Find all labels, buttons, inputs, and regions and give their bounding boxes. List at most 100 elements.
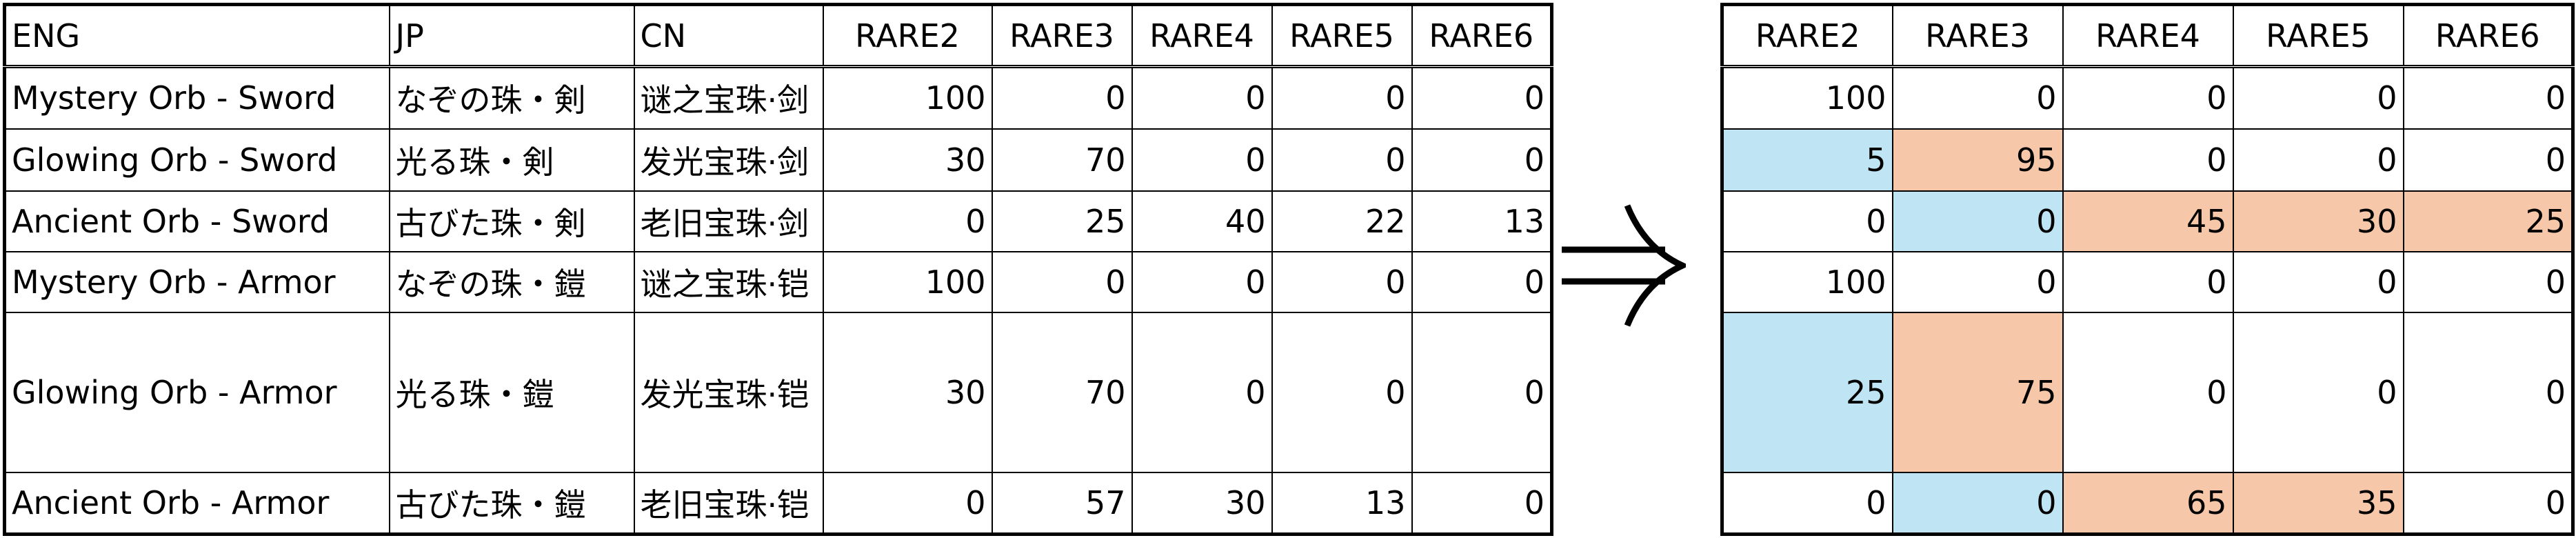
cell: 70 — [991, 311, 1133, 473]
cell: 0 — [1411, 66, 1553, 130]
result-table: RARE2 RARE3 RARE4 RARE5 RARE6 100 0 0 0 0 5 95 0 0 0 0 0… — [1720, 3, 2575, 536]
cell: 0 — [1271, 250, 1413, 313]
cell: 25 — [2402, 190, 2574, 252]
cell: 0 — [2232, 66, 2404, 130]
header-cell: RARE4 — [2062, 3, 2234, 68]
cell: 70 — [991, 128, 1133, 192]
cell: 0 — [1411, 311, 1553, 473]
header-cell: RARE6 — [1411, 3, 1553, 68]
cell: 57 — [991, 471, 1133, 535]
cell: 光る珠・鎧 — [388, 311, 635, 473]
row: Ancient Orb - Armor 古びた珠・鎧 老旧宝珠·铠 0 57 30 13 0 — [3, 471, 1553, 535]
cell: 30 — [822, 128, 993, 192]
cell: なぞの珠・剣 — [388, 66, 635, 130]
cell: 古びた珠・鎧 — [388, 471, 635, 535]
header-cell: RARE6 — [2402, 3, 2574, 68]
cell: 0 — [1271, 128, 1413, 192]
cell: 0 — [991, 250, 1133, 313]
cell: 0 — [822, 471, 993, 535]
row: Glowing Orb - Armor 光る珠・鎧 发光宝珠·铠 30 70 0 0 0 — [3, 311, 1553, 473]
row: 5 95 0 0 0 — [1721, 128, 2574, 192]
cell: 0 — [2232, 250, 2404, 313]
cell: 0 — [2062, 128, 2234, 192]
cell: 古びた珠・剣 — [388, 190, 635, 252]
cell: 35 — [2232, 471, 2404, 535]
header-cell: ENG — [3, 3, 390, 68]
row: 100 0 0 0 0 — [1721, 250, 2574, 313]
cell: 0 — [1411, 471, 1553, 535]
cell: Ancient Orb - Sword — [3, 190, 390, 252]
cell: 0 — [1411, 128, 1553, 192]
header-cell: CN — [633, 3, 824, 68]
cell: 发光宝珠·铠 — [633, 311, 824, 473]
cell: 0 — [1131, 66, 1273, 130]
header-row: ENG JP CN RARE2 RARE3 RARE4 RARE5 RARE6 — [3, 3, 1553, 68]
cell: 0 — [991, 66, 1133, 130]
header-cell: RARE3 — [1891, 3, 2064, 68]
cell: 100 — [1721, 250, 1893, 313]
cell: なぞの珠・鎧 — [388, 250, 635, 313]
row: Mystery Orb - Armor なぞの珠・鎧 谜之宝珠·铠 100 0 0 0 0 — [3, 250, 1553, 313]
cell: 0 — [2402, 471, 2574, 535]
row: Glowing Orb - Sword 光る珠・剣 发光宝珠·剑 30 70 0 0 0 — [3, 128, 1553, 192]
cell: 谜之宝珠·剑 — [633, 66, 824, 130]
cell: 25 — [991, 190, 1133, 252]
cell: 0 — [1411, 250, 1553, 313]
cell: 0 — [2232, 128, 2404, 192]
cell: 0 — [2062, 66, 2234, 130]
cell: 0 — [2232, 311, 2404, 473]
cell: 0 — [1721, 471, 1893, 535]
header-cell: JP — [388, 3, 635, 68]
cell: 0 — [1891, 66, 2064, 130]
cell: 5 — [1721, 128, 1893, 192]
cell: 100 — [822, 250, 993, 313]
cell: 光る珠・剣 — [388, 128, 635, 192]
cell: 100 — [1721, 66, 1893, 130]
cell: 0 — [1131, 128, 1273, 192]
row: 0 0 65 35 0 — [1721, 471, 2574, 535]
row: 100 0 0 0 0 — [1721, 66, 2574, 130]
cell: 发光宝珠·剑 — [633, 128, 824, 192]
cell: 40 — [1131, 190, 1273, 252]
cell: 100 — [822, 66, 993, 130]
cell: 0 — [2062, 250, 2234, 313]
cell: 65 — [2062, 471, 2234, 535]
cell: Mystery Orb - Sword — [3, 66, 390, 130]
header-row: RARE2 RARE3 RARE4 RARE5 RARE6 — [1721, 3, 2574, 68]
header-cell: RARE3 — [991, 3, 1133, 68]
cell: 0 — [2062, 311, 2234, 473]
header-cell: RARE5 — [1271, 3, 1413, 68]
cell: 0 — [1271, 311, 1413, 473]
cell: 13 — [1271, 471, 1413, 535]
header-cell: RARE2 — [822, 3, 993, 68]
row: Ancient Orb - Sword 古びた珠・剣 老旧宝珠·剑 0 25 40 22 13 — [3, 190, 1553, 252]
cell: 22 — [1271, 190, 1413, 252]
cell: 0 — [822, 190, 993, 252]
cell: Mystery Orb - Armor — [3, 250, 390, 313]
cell: 0 — [2402, 66, 2574, 130]
source-table: ENG JP CN RARE2 RARE3 RARE4 RARE5 RARE6 Mystery … — [3, 3, 1553, 536]
row: Mystery Orb - Sword なぞの珠・剣 谜之宝珠·剑 100 0 0 0 0 — [3, 66, 1553, 130]
cell: 75 — [1891, 311, 2064, 473]
cell: 老旧宝珠·铠 — [633, 471, 824, 535]
cell: Ancient Orb - Armor — [3, 471, 390, 535]
cell: Glowing Orb - Armor — [3, 311, 390, 473]
cell: 0 — [1131, 311, 1273, 473]
cell: 谜之宝珠·铠 — [633, 250, 824, 313]
cell: Glowing Orb - Sword — [3, 128, 390, 192]
cell: 0 — [1891, 190, 2064, 252]
header-cell: RARE5 — [2232, 3, 2404, 68]
cell: 0 — [1271, 66, 1413, 130]
cell: 0 — [2402, 311, 2574, 473]
cell: 30 — [1131, 471, 1273, 535]
row: 0 0 45 30 25 — [1721, 190, 2574, 252]
arrow — [1562, 204, 1686, 327]
cell: 30 — [822, 311, 993, 473]
cell: 0 — [1891, 471, 2064, 535]
cell: 0 — [2402, 128, 2574, 192]
row: 25 75 0 0 0 — [1721, 311, 2574, 473]
cell: 13 — [1411, 190, 1553, 252]
cell: 30 — [2232, 190, 2404, 252]
cell: 95 — [1891, 128, 2064, 192]
cell: 0 — [2402, 250, 2574, 313]
